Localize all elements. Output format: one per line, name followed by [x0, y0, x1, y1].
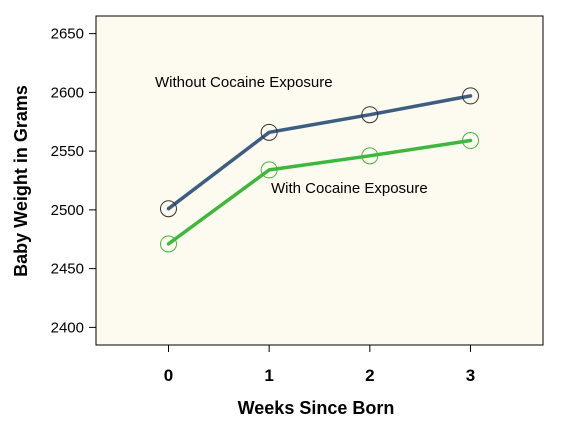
series-1-point-2	[361, 147, 379, 165]
plot-area	[95, 15, 544, 346]
x-tick-label-0: 0	[164, 366, 173, 385]
series-0-point-1	[260, 123, 278, 141]
series-1-point-3	[462, 132, 480, 150]
annotation-with-cocaine: With Cocaine Exposure	[271, 180, 428, 197]
y-tick-label-2500: 2500	[51, 202, 84, 219]
y-tick-label-2600: 2600	[51, 84, 84, 101]
x-tick-label-2: 2	[365, 366, 374, 385]
series-1-point-0	[159, 235, 177, 253]
y-tick-label-2450: 2450	[51, 261, 84, 278]
y-tick-label-2400: 2400	[51, 319, 84, 336]
series-0-point-0	[159, 200, 177, 218]
x-axis: 0 1 2 3	[164, 345, 475, 385]
y-tick-label-2650: 2650	[51, 26, 84, 43]
series-layer	[159, 87, 480, 253]
y-axis: 2400 2450 2500 2550 2600 2650	[51, 26, 96, 336]
series-1-point-1	[260, 161, 278, 179]
series-0-point-3	[462, 87, 480, 105]
y-axis-title: Baby Weight in Grams	[11, 85, 31, 277]
x-axis-title: Weeks Since Born	[238, 398, 395, 418]
series-line-1	[166, 138, 473, 246]
y-tick-label-2550: 2550	[51, 143, 84, 160]
annotation-without-cocaine: Without Cocaine Exposure	[155, 74, 333, 91]
series-line-0	[166, 94, 473, 211]
series-0-point-2	[361, 106, 379, 124]
x-tick-label-3: 3	[466, 366, 475, 385]
x-tick-label-1: 1	[264, 366, 273, 385]
